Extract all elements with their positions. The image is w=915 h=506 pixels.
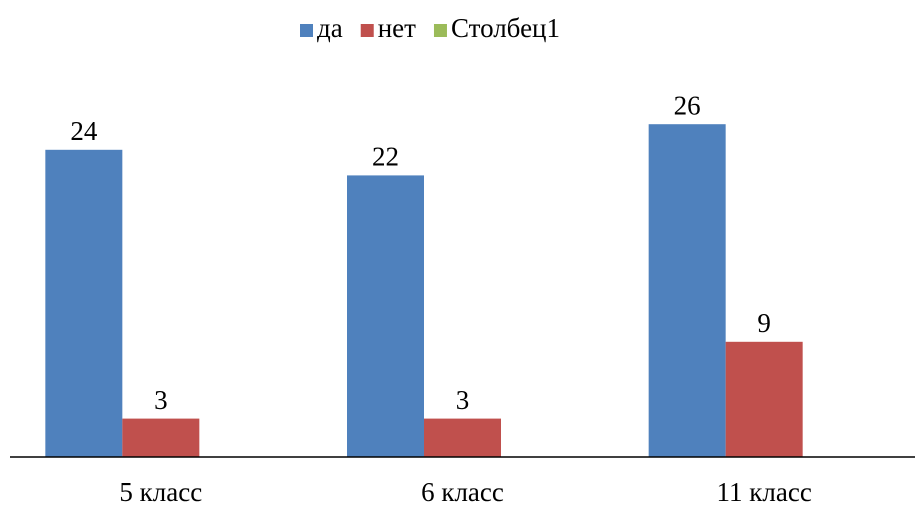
x-tick-label: 6 класс bbox=[421, 477, 504, 506]
data-label: 3 bbox=[154, 385, 168, 415]
x-tick-label: 11 класс bbox=[717, 477, 812, 506]
bar bbox=[424, 418, 501, 457]
legend-label: да bbox=[317, 13, 343, 43]
bar bbox=[122, 418, 200, 457]
bar bbox=[45, 149, 123, 458]
x-tick-label: 5 класс bbox=[119, 477, 202, 506]
bar bbox=[725, 341, 803, 457]
data-label: 9 bbox=[757, 308, 771, 338]
data-label: 24 bbox=[70, 116, 98, 146]
legend-swatch bbox=[360, 24, 374, 37]
bar bbox=[347, 175, 424, 457]
data-label: 22 bbox=[372, 142, 399, 172]
data-label: 3 bbox=[456, 385, 470, 415]
legend-swatch bbox=[433, 24, 447, 37]
legend-label: Столбец1 bbox=[451, 13, 560, 43]
data-label: 26 bbox=[674, 90, 701, 120]
bar bbox=[648, 124, 726, 457]
legend-swatch bbox=[300, 24, 313, 37]
legend-label: нет bbox=[378, 13, 416, 43]
